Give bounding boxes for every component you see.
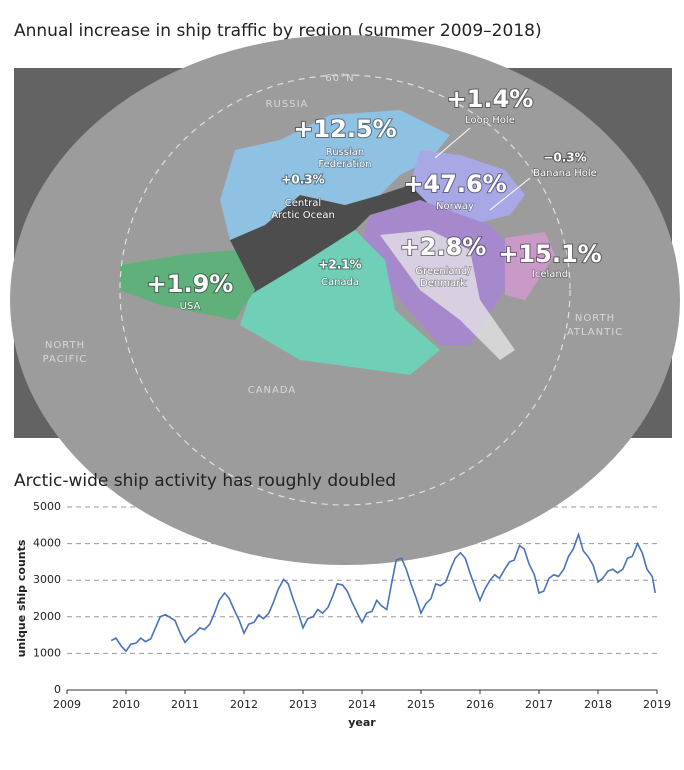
region-name: USA: [180, 301, 201, 312]
region-change: −0.3%: [543, 151, 586, 165]
line-chart: 0 1000 2000 3000 4000 5000 2009 2010 2011 2012 201…: [15, 500, 671, 729]
canada-zone: [240, 230, 440, 375]
region-change: +0.3%: [281, 173, 324, 187]
place-label: NORTH: [45, 340, 85, 351]
place-label: RUSSIA: [266, 99, 309, 110]
x-tick-label: 2016: [466, 698, 494, 711]
chart-title: Arctic-wide ship activity has roughly do…: [14, 471, 396, 491]
russia-zone: [220, 110, 450, 240]
x-tick-label: 2011: [171, 698, 199, 711]
banana-hole-pointer: [489, 177, 531, 211]
place-label: 60°N: [325, 73, 354, 84]
place-label: ATLANTIC: [567, 327, 623, 338]
region-name: Russian: [326, 147, 365, 158]
iceland-zone: [505, 232, 555, 300]
region-name: Denmark: [420, 278, 466, 289]
region-change: +47.6%: [403, 170, 506, 198]
region-change: +1.9%: [147, 270, 234, 298]
place-label: CANADA: [248, 385, 297, 396]
region-change: +1.4%: [447, 85, 534, 113]
x-tick-label: 2015: [407, 698, 435, 711]
map: [10, 35, 680, 565]
x-tick-label: 2013: [289, 698, 317, 711]
map-title: Annual increase in ship traffic by regio…: [14, 21, 542, 41]
x-tick-label: 2018: [584, 698, 612, 711]
x-tick-label: 2012: [230, 698, 258, 711]
region-name: Arctic Ocean: [271, 210, 335, 221]
x-tick-label: 2019: [643, 698, 671, 711]
greenland-land: [380, 230, 515, 360]
x-tick-label: 2014: [348, 698, 376, 711]
region-change: +15.1%: [498, 240, 601, 268]
place-label: PACIFIC: [43, 354, 88, 365]
y-tick-label: 3000: [33, 573, 61, 586]
region-name: Banana Hole: [533, 168, 597, 179]
region-name: Loop Hole: [465, 115, 515, 126]
y-tick-label: 1000: [33, 646, 61, 659]
x-tick-label: 2009: [53, 698, 81, 711]
x-tick-label: 2010: [112, 698, 140, 711]
usa-zone: [120, 250, 255, 320]
y-tick-label: 0: [54, 683, 61, 696]
data-line: [110, 531, 657, 653]
y-tick-label: 4000: [33, 537, 61, 550]
x-tick-label: 2017: [525, 698, 553, 711]
region-change: +2.8%: [400, 233, 487, 261]
region-name: Greenland/: [415, 266, 471, 277]
y-axis-label: unique ship counts: [15, 539, 28, 657]
place-label: NORTH: [575, 313, 615, 324]
region-name: Central: [285, 198, 321, 209]
norway-zone: [410, 150, 525, 225]
latitude-circle: [119, 74, 571, 506]
region-name: Canada: [321, 277, 359, 288]
region-name: Iceland: [532, 269, 568, 280]
loop-hole-pointer: [434, 127, 471, 159]
y-tick-label: 2000: [33, 610, 61, 623]
region-name: Norway: [436, 201, 474, 212]
region-change: +12.5%: [293, 115, 396, 143]
region-name: Federation: [318, 159, 371, 170]
x-axis-label: year: [348, 716, 376, 729]
region-change: +2.1%: [318, 258, 361, 272]
y-tick-label: 5000: [33, 500, 61, 513]
